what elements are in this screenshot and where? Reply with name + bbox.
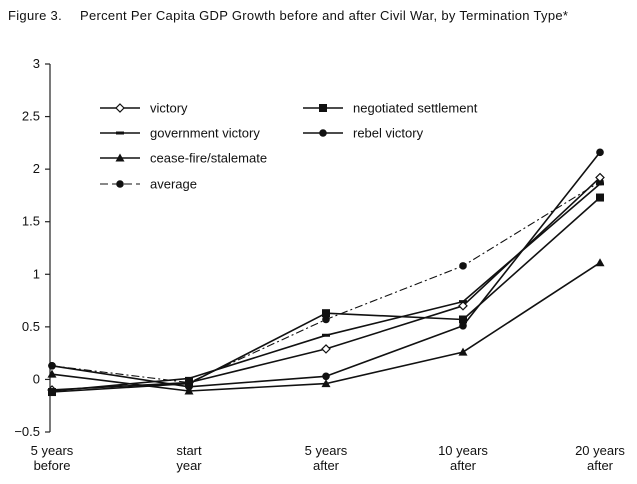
legend-label-average: average (150, 177, 197, 192)
y-tick-label: 0.5 (22, 319, 40, 334)
y-tick-label: 0 (33, 371, 40, 386)
data-point-rebel-victory (459, 322, 467, 330)
legend-label-rebel-victory: rebel victory (353, 126, 424, 141)
data-point-negotiated-settlement (459, 315, 467, 324)
chart-axes: −0.5 0 0.5 1 1.5 2 2.5 3 5 years before start year 5… (14, 56, 625, 473)
legend-label-victory: victory (150, 101, 188, 116)
data-point-average (459, 262, 467, 270)
data-point-average (322, 315, 330, 324)
series-line-government-victory (51, 183, 601, 392)
figure-title: Percent Per Capita GDP Growth before and… (80, 8, 569, 23)
data-point-rebel-victory (322, 372, 330, 381)
legend-marker-cease-fire-stalemate (115, 153, 125, 162)
y-tick-label: 2.5 (22, 109, 40, 124)
y-tick-label: −0.5 (14, 424, 40, 439)
legend-marker-government-victory (116, 131, 124, 135)
legend-label-government-victory: government victory (150, 126, 260, 141)
y-tick-label: 1.5 (22, 214, 40, 229)
data-point-cease-fire-stalemate (458, 347, 468, 356)
legend-marker-negotiated-settlement (319, 104, 327, 112)
data-point-government-victory (185, 376, 193, 380)
legend-marker-average (116, 180, 124, 188)
series-line-cease-fire-stalemate (51, 262, 601, 392)
x-tick-label: 5 years after (305, 443, 348, 473)
data-point-rebel-victory (596, 148, 604, 157)
legend-marker-rebel-victory (319, 129, 327, 137)
legend-label-cease-fire-stalemate: cease-fire/stalemate (150, 151, 267, 166)
data-point-victory (321, 344, 331, 354)
y-tick-label: 3 (33, 56, 40, 71)
series-lines (51, 151, 601, 393)
data-point-rebel-victory (48, 361, 56, 370)
x-tick-label: start year (176, 443, 202, 473)
figure-label: Figure 3. (8, 8, 63, 23)
series-markers (47, 148, 605, 397)
x-tick-label: 20 years after (575, 443, 625, 473)
x-tick-label: 10 years after (438, 443, 488, 473)
legend: victory negotiated settlement government v… (100, 101, 478, 192)
series-line-negotiated-settlement (51, 196, 601, 393)
data-point-negotiated-settlement (48, 388, 56, 397)
data-point-negotiated-settlement (322, 309, 330, 318)
data-point-government-victory (322, 333, 330, 337)
x-tick-label: 5 years before (31, 443, 74, 473)
y-tick-label: 2 (33, 161, 40, 176)
legend-label-negotiated-settlement: negotiated settlement (353, 101, 478, 116)
data-point-cease-fire-stalemate (595, 258, 605, 267)
data-point-negotiated-settlement (596, 193, 604, 202)
data-point-rebel-victory (185, 382, 193, 391)
y-tick-label: 1 (33, 266, 40, 281)
data-point-cease-fire-stalemate (47, 369, 57, 378)
data-point-government-victory (596, 182, 604, 186)
figure-caption: Figure 3. Percent Per Capita GDP Growth b… (8, 8, 623, 23)
data-point-government-victory (459, 300, 467, 304)
data-point-victory (458, 300, 468, 311)
data-point-cease-fire-stalemate (321, 379, 331, 388)
series-line-victory (51, 177, 601, 391)
data-point-victory (595, 172, 605, 183)
legend-marker-victory (115, 103, 125, 113)
